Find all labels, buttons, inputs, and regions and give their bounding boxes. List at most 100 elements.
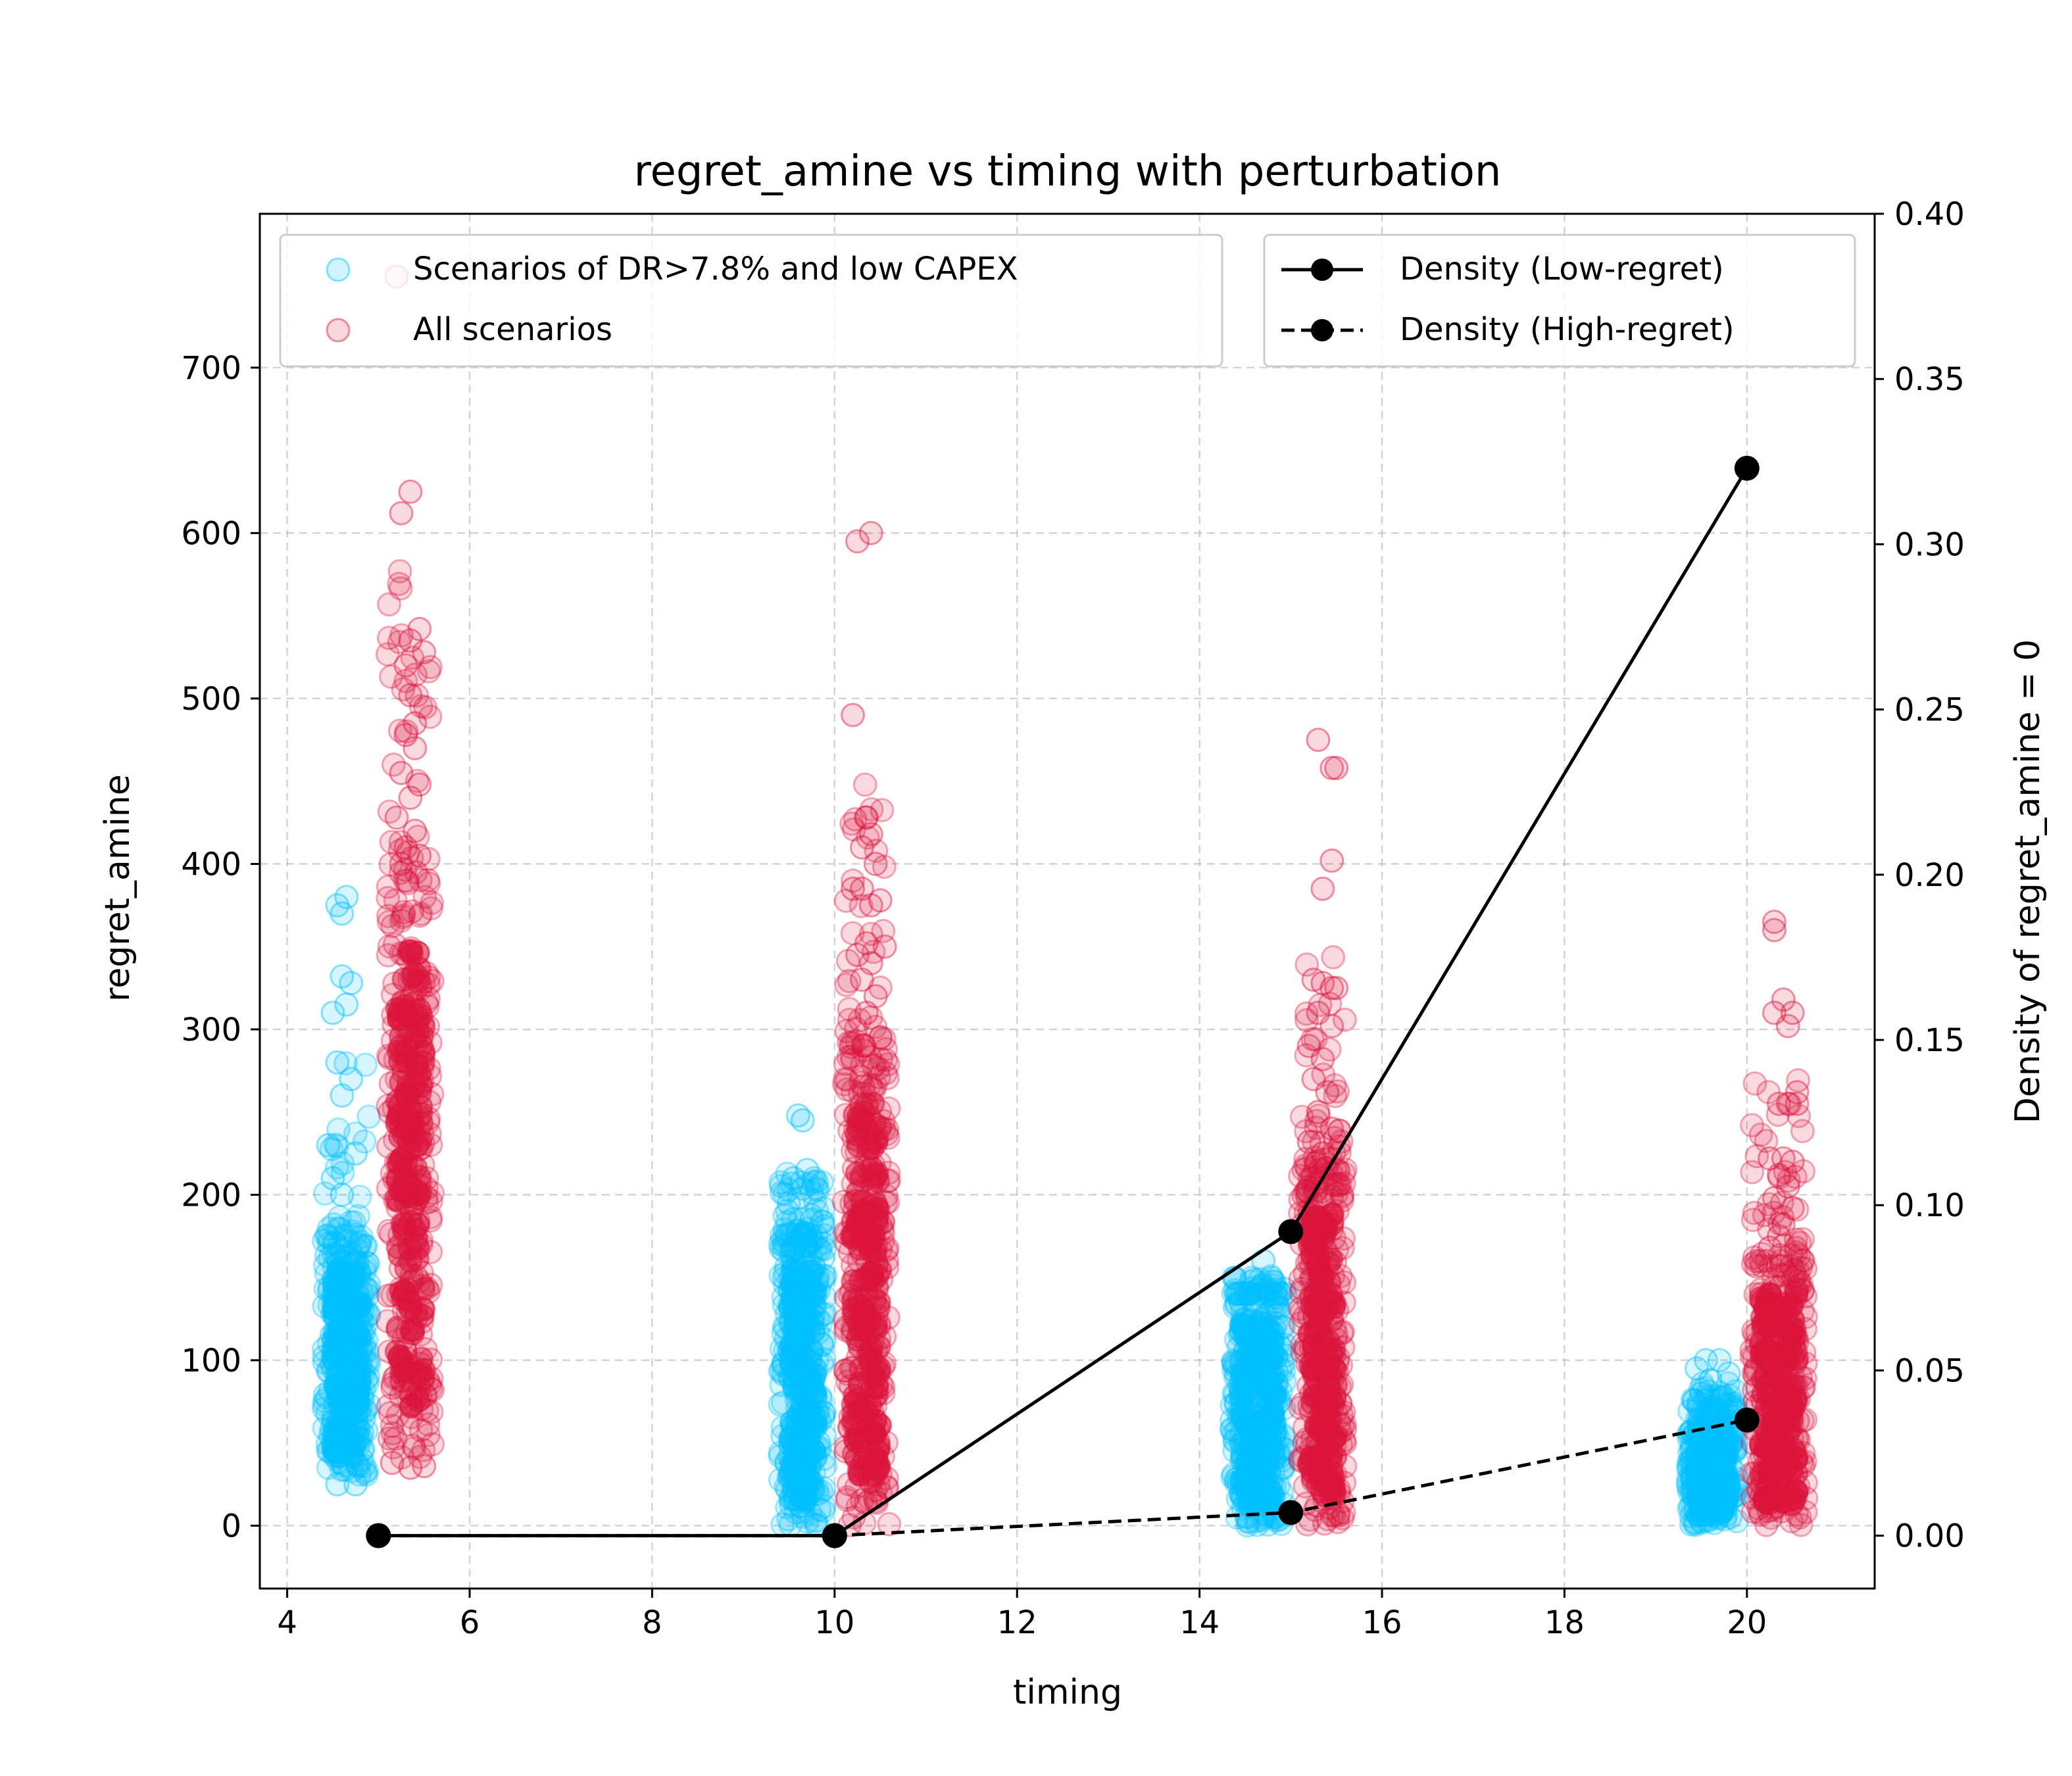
scatter-point [775, 1198, 800, 1223]
scatter-point [841, 868, 866, 893]
scatter-point [393, 868, 418, 893]
scatter-point [836, 1030, 861, 1055]
scatter-point [377, 799, 402, 824]
legend-marker-dashed [1311, 319, 1333, 341]
scatter-point [768, 1236, 793, 1261]
scatter-point [1262, 1270, 1287, 1295]
scatter-point [868, 1025, 893, 1050]
scatter-outlier [1306, 728, 1331, 752]
scatter-outlier [872, 934, 897, 959]
scatter-point [839, 1035, 864, 1060]
scatter-point [398, 1096, 423, 1121]
scatter-outlier [330, 1182, 355, 1207]
scatter-point [391, 900, 416, 925]
scatter-point [388, 829, 413, 854]
scatter-outlier [393, 653, 418, 678]
scatter-outlier [389, 501, 414, 526]
scatter-point [874, 1048, 899, 1073]
scatter-point [405, 683, 430, 708]
scatter-point [837, 968, 862, 993]
scatter-point [862, 1052, 887, 1077]
scatter-point [343, 1121, 368, 1146]
scatter-point [811, 1498, 836, 1523]
scatter-point [868, 1025, 893, 1050]
scatter-point [831, 1072, 856, 1097]
scatter-point [864, 1252, 889, 1277]
scatter-point [1264, 1344, 1289, 1369]
scatter-point [836, 1045, 861, 1070]
scatter-point [330, 1223, 355, 1248]
scatter-point [839, 1044, 864, 1069]
legend-label-low-regret: Density (Low-regret) [1400, 251, 1724, 287]
scatter-point [875, 1066, 900, 1091]
scatter-outlier [325, 893, 350, 918]
scatter-point [871, 918, 896, 943]
scatter-outlier [316, 1133, 341, 1158]
scatter-point [393, 858, 418, 883]
scatter-outlier [868, 888, 893, 913]
scatter-point [333, 1323, 358, 1348]
scatter-point [1223, 1281, 1248, 1306]
scatter-outlier [854, 1000, 879, 1025]
scatter-point [340, 1390, 365, 1415]
y-tick-label: 100 [181, 1343, 241, 1379]
scatter-point [789, 1226, 814, 1251]
scatter-point [833, 888, 858, 913]
scatter-point [1271, 1276, 1296, 1301]
scatter-outlier [320, 1000, 345, 1025]
scatter-point [1702, 1448, 1727, 1473]
legend-label-high-regret: Density (High-regret) [1400, 311, 1735, 348]
scatter-point [801, 1170, 826, 1195]
scatter-point [772, 1233, 797, 1258]
scatter-outlier [1320, 848, 1344, 873]
density-point [1734, 455, 1760, 481]
scatter-point [419, 891, 444, 916]
scatter-outlier [1237, 1281, 1262, 1306]
scatter-point [779, 1171, 804, 1196]
scatter-point [1244, 1278, 1269, 1303]
scatter-outlier [849, 967, 874, 992]
scatter-point [854, 805, 879, 830]
scatter-point [812, 1223, 837, 1248]
scatter-point [1224, 1281, 1249, 1306]
scatter-point [402, 961, 427, 986]
scatter-point [793, 1221, 818, 1246]
scatter-point [840, 921, 865, 946]
scatter-point [326, 1216, 351, 1241]
scatter-point [834, 1019, 859, 1044]
x-axis-label: timing [1013, 1673, 1122, 1712]
scatter-point [1234, 1464, 1259, 1489]
scatter-point [1247, 1267, 1272, 1292]
scatter-point [400, 899, 425, 924]
density-lines [366, 455, 1760, 1548]
legend-marker-solid [1311, 259, 1333, 281]
scatter-point [802, 1166, 827, 1191]
scatter-group-6 [1675, 1348, 1750, 1537]
scatter-point [1767, 1341, 1792, 1366]
scatter-group-5 [1287, 728, 1358, 1537]
scatter-point [841, 1030, 866, 1055]
scatter-point [849, 1064, 874, 1089]
scatter-point [874, 1037, 899, 1062]
scatter-point [320, 1344, 345, 1369]
x-tick-label: 6 [460, 1604, 480, 1641]
scatter-point [851, 1100, 876, 1125]
x-tick-label: 10 [814, 1604, 854, 1641]
scatter-outlier [854, 805, 879, 830]
scatter-point [1257, 1279, 1282, 1304]
scatter-outlier [804, 1169, 829, 1194]
scatter-outlier [384, 805, 409, 830]
scatter-point [389, 623, 414, 648]
scatter-point [1744, 1254, 1769, 1279]
scatter-outlier [393, 835, 418, 860]
scatter-point [312, 1181, 337, 1206]
scatter-point [379, 829, 404, 854]
scatter-outlier [343, 1472, 368, 1497]
scatter-outlier [403, 735, 428, 760]
scatter-point [395, 868, 420, 893]
scatter-point [1242, 1267, 1267, 1292]
scatter-outlier [781, 1166, 806, 1191]
scatter-point [804, 1223, 829, 1248]
y-axis-label: regret_amine [98, 774, 137, 1002]
scatter-point [863, 1014, 888, 1039]
